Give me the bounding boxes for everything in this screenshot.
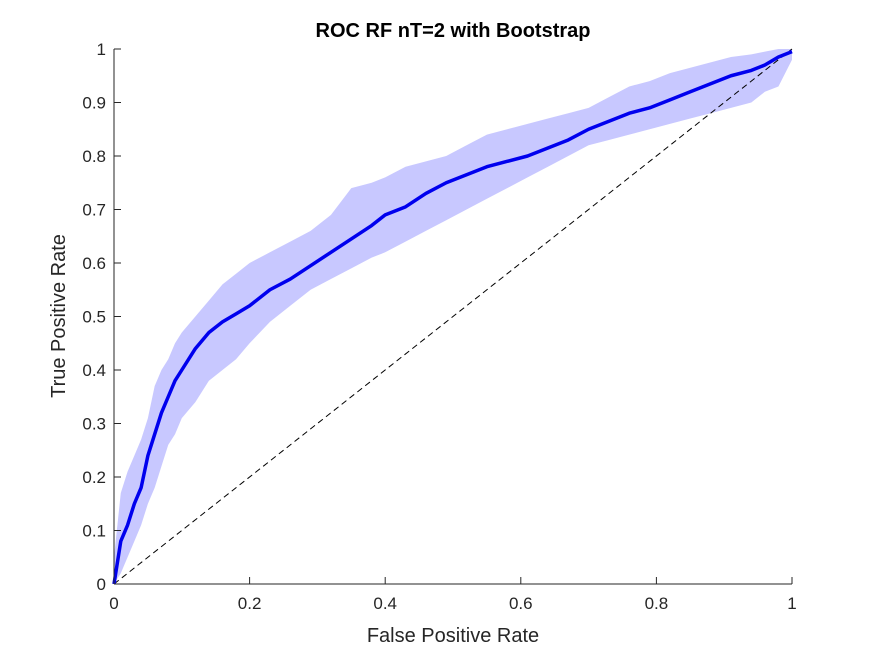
x-tick-label: 0.2 bbox=[238, 594, 262, 613]
plot-area bbox=[112, 48, 793, 585]
y-tick-label: 0 bbox=[97, 575, 106, 594]
y-tick-label: 0.3 bbox=[82, 415, 106, 434]
x-tick-label: 0.6 bbox=[509, 594, 533, 613]
y-tick-label: 0.2 bbox=[82, 468, 106, 487]
axes: 0 0.2 0.4 0.6 0.8 1 0 0.1 0.2 0.3 0.4 0.5 0.6 0.7 0.8 0… bbox=[82, 40, 796, 613]
x-tick-label: 1 bbox=[787, 594, 796, 613]
y-tick-label: 0.8 bbox=[82, 147, 106, 166]
x-tick-label: 0.4 bbox=[373, 594, 397, 613]
y-tick-label: 0.9 bbox=[82, 94, 106, 113]
y-axis-label: True Positive Rate bbox=[48, 234, 70, 398]
reference-diagonal-line bbox=[113, 48, 793, 585]
y-tick-label: 0.4 bbox=[82, 361, 106, 380]
y-tick-label: 0.7 bbox=[82, 201, 106, 220]
x-axis-label: False Positive Rate bbox=[367, 625, 539, 647]
x-tick-label: 0.8 bbox=[645, 594, 669, 613]
y-tick-label: 0.6 bbox=[82, 254, 106, 273]
y-tick-label: 1 bbox=[97, 40, 106, 59]
roc-curve-line bbox=[112, 50, 793, 585]
y-tick-label: 0.1 bbox=[82, 522, 106, 541]
chart-title: ROC RF nT=2 with Bootstrap bbox=[316, 20, 591, 42]
confidence-band bbox=[114, 49, 792, 584]
y-tick-label: 0.5 bbox=[82, 308, 106, 327]
x-tick-label: 0 bbox=[109, 594, 118, 613]
